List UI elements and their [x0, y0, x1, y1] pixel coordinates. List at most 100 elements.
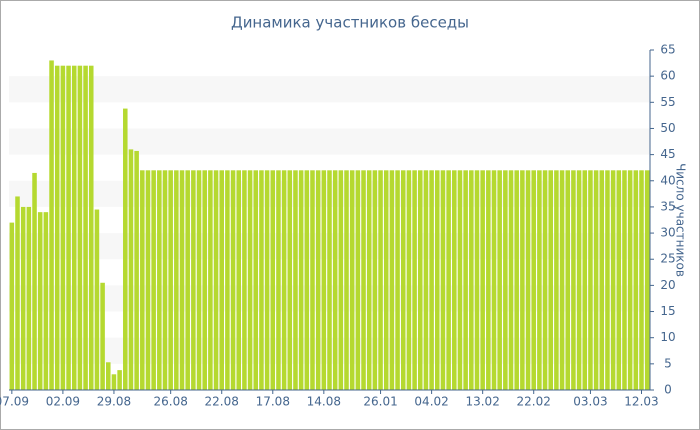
bar	[593, 170, 599, 390]
x-tick-label: 14.08	[307, 395, 341, 409]
bar	[264, 170, 270, 390]
bar	[88, 65, 94, 390]
bar	[542, 170, 548, 390]
bar	[338, 170, 344, 390]
bar	[344, 170, 349, 390]
bar	[480, 170, 485, 390]
bar	[429, 170, 434, 390]
bar	[491, 170, 497, 390]
bar	[276, 170, 281, 390]
bar	[60, 65, 66, 390]
bar	[66, 65, 71, 390]
bar	[162, 170, 168, 390]
bar	[599, 170, 605, 390]
bar	[355, 170, 361, 390]
bar	[508, 170, 514, 390]
bar	[191, 170, 196, 390]
bar	[230, 170, 236, 390]
grid-band	[9, 128, 650, 155]
bar	[639, 170, 644, 390]
x-tick-label: 29.08	[97, 395, 131, 409]
x-tick-label: 13.02	[465, 395, 499, 409]
bar	[15, 196, 20, 390]
bar	[202, 170, 207, 390]
bar	[412, 170, 417, 390]
bar	[582, 170, 588, 390]
y-tick-label: 10	[660, 330, 675, 344]
y-tick-label: 50	[660, 121, 675, 135]
bar	[293, 170, 298, 390]
bar	[565, 170, 571, 390]
y-tick-label: 30	[660, 226, 675, 240]
bar	[185, 170, 190, 390]
bar	[213, 170, 219, 390]
y-tick-label: 55	[660, 95, 675, 109]
bar	[332, 170, 338, 390]
x-tick-label: 04.02	[414, 395, 448, 409]
bar	[236, 170, 242, 390]
y-tick-label: 15	[660, 304, 675, 318]
bar	[474, 170, 480, 390]
bar	[503, 170, 508, 390]
y-axis-label: Число участников	[674, 163, 688, 277]
y-tick-label: 60	[660, 69, 675, 83]
bar	[372, 170, 378, 390]
bar	[610, 170, 616, 390]
bar	[554, 170, 559, 390]
x-tick-label: 12.03	[624, 395, 658, 409]
bar	[151, 170, 156, 390]
y-tick-label: 35	[660, 199, 675, 213]
bar	[452, 170, 457, 390]
bar	[361, 170, 366, 390]
bar	[128, 149, 134, 390]
bar	[400, 170, 406, 390]
bar	[111, 374, 117, 390]
bar	[389, 170, 395, 390]
bar	[77, 65, 83, 390]
bar	[304, 170, 310, 390]
bar	[54, 65, 60, 390]
bar	[406, 170, 412, 390]
bar	[117, 370, 122, 390]
bar	[435, 170, 440, 390]
bar	[644, 170, 650, 390]
bar	[140, 170, 145, 390]
bar	[174, 170, 179, 390]
bar	[520, 170, 525, 390]
x-tick-label: 07.09	[0, 395, 29, 409]
y-tick-label: 5	[664, 356, 672, 370]
bar	[71, 65, 77, 390]
bar	[366, 170, 372, 390]
bar	[378, 170, 383, 390]
y-tick-label: 65	[660, 43, 675, 57]
bar	[349, 170, 355, 390]
x-tick-label: 17.08	[256, 395, 290, 409]
bar	[310, 170, 315, 390]
bar	[327, 170, 332, 390]
bar	[281, 170, 287, 390]
bar	[253, 170, 259, 390]
y-tick-label: 0	[664, 383, 672, 397]
chart-title: Динамика участников беседы	[231, 14, 469, 32]
bar	[179, 170, 185, 390]
bar	[514, 170, 519, 390]
bar	[247, 170, 253, 390]
bar	[20, 206, 26, 390]
bar	[287, 170, 293, 390]
bar	[463, 170, 468, 390]
bar	[145, 170, 151, 390]
y-tick-label: 20	[660, 278, 675, 292]
bar	[26, 206, 32, 390]
bar	[100, 282, 105, 390]
bar	[37, 212, 43, 390]
bar	[531, 170, 536, 390]
y-tick-label: 40	[660, 173, 675, 187]
bar	[242, 170, 247, 390]
x-tick-label: 26.01	[363, 395, 397, 409]
bar	[94, 209, 100, 390]
bar	[588, 170, 593, 390]
bar	[440, 170, 446, 390]
bar	[298, 170, 304, 390]
bar	[83, 65, 88, 390]
